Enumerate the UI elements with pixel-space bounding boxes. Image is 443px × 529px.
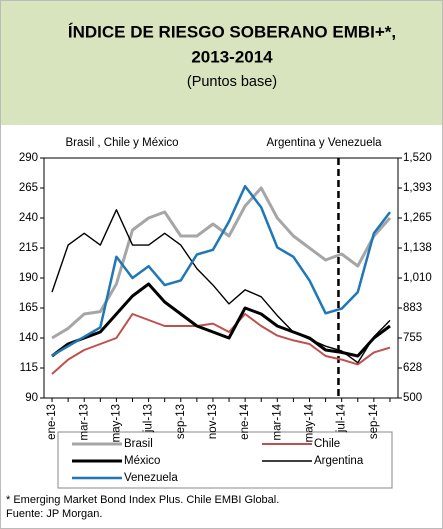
x-tick-label: ene-13 [46, 404, 58, 440]
y-tick-label: 140 [19, 332, 38, 344]
y2-tick-label: 1,138 [403, 242, 432, 254]
annotation: Brasil , Chile y México [65, 137, 178, 149]
series-line [51, 184, 391, 357]
y2-tick-label: 628 [403, 362, 422, 374]
x-tick-label: sep-14 [368, 403, 380, 439]
series-line [51, 209, 391, 364]
annotation: Argentina y Venezuela [266, 137, 382, 149]
series-line [51, 282, 391, 358]
y-tick-label: 190 [19, 272, 38, 284]
x-tick-label: nov-13 [207, 404, 219, 439]
series-line [51, 313, 391, 375]
y2-tick-label: 1,265 [403, 212, 432, 224]
chart-title: ÍNDICE DE RIESGO SOBERANO EMBI+*, [68, 22, 396, 41]
y2-tick-label: 1,010 [403, 272, 432, 284]
series-line [51, 186, 392, 340]
x-tick-label: jul-14 [336, 403, 348, 433]
legend-label: Chile [314, 438, 340, 450]
legend-label: Brasil [124, 438, 153, 450]
chart-subtitle: (Puntos base) [187, 74, 277, 90]
y-tick-label: 165 [19, 302, 38, 314]
chart-title: 2013-2014 [191, 47, 273, 66]
x-tick-label: sep-13 [175, 404, 187, 439]
y2-tick-label: 500 [403, 392, 422, 404]
legend-label: México [124, 455, 160, 467]
y-tick-label: 240 [19, 212, 38, 224]
footnote: * Emerging Market Bond Index Plus. Chile… [6, 494, 279, 506]
y-tick-label: 290 [19, 152, 38, 164]
y-tick-label: 115 [20, 362, 38, 374]
header-band [1, 1, 442, 125]
y-tick-label: 215 [19, 242, 38, 254]
x-tick-label: ene-14 [239, 403, 251, 439]
y2-tick-label: 1,393 [403, 182, 432, 194]
y2-tick-label: 1,520 [403, 152, 432, 164]
x-tick-label: mar-13 [78, 404, 90, 440]
x-tick-label: may-14 [304, 403, 316, 442]
y-tick-label: 90 [25, 392, 38, 404]
legend-label: Argentina [314, 455, 364, 467]
x-tick-label: jul-13 [143, 404, 155, 433]
y2-tick-label: 755 [403, 332, 422, 344]
source: Fuente: JP Morgan. [6, 508, 102, 520]
legend-label: Venezuela [124, 472, 178, 484]
legend-box [57, 431, 393, 489]
y2-tick-label: 883 [403, 302, 422, 314]
y-tick-label: 265 [19, 182, 38, 194]
x-tick-label: may-13 [110, 404, 122, 442]
x-tick-label: mar-14 [271, 403, 283, 440]
